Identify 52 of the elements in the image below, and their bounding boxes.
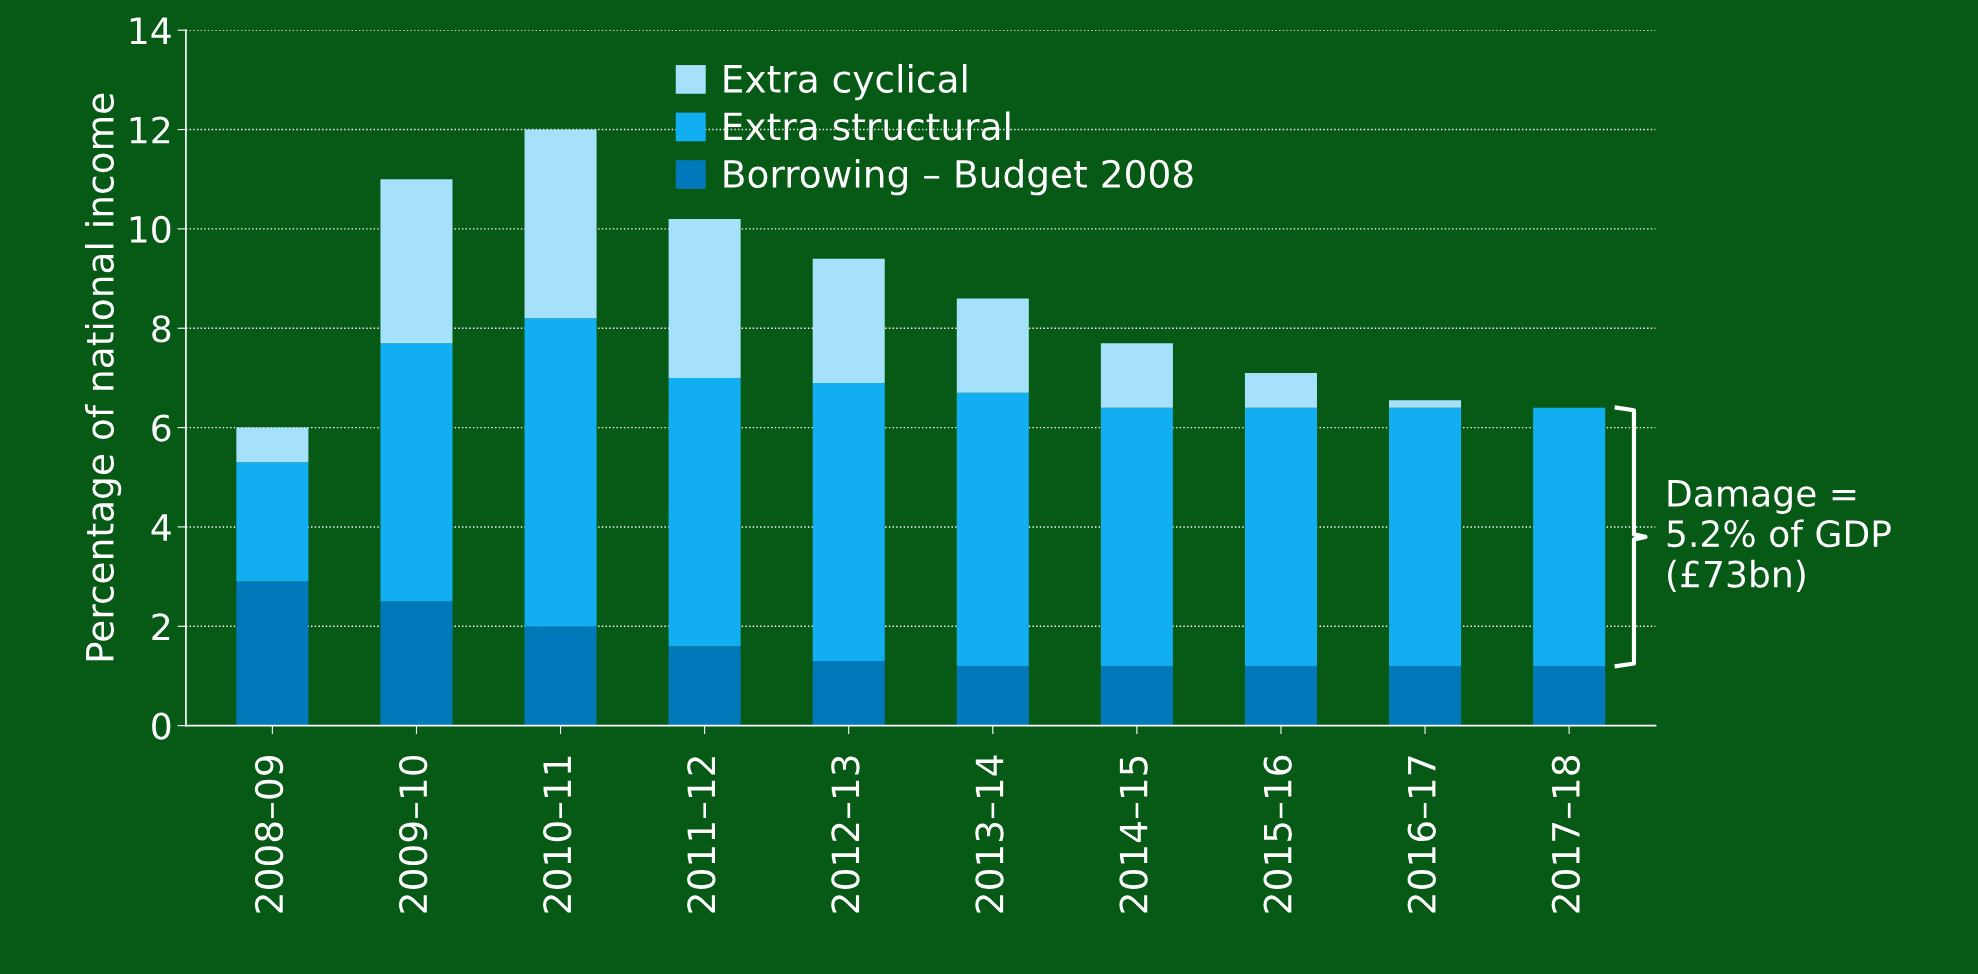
bar bbox=[1100, 407, 1173, 667]
bar bbox=[956, 666, 1029, 726]
bar bbox=[524, 318, 597, 627]
bar bbox=[524, 626, 597, 726]
x-tick-label: 2014–15 bbox=[1119, 756, 1148, 913]
bar bbox=[1389, 666, 1462, 726]
x-tick-label: 2008–09 bbox=[254, 756, 284, 913]
bar bbox=[812, 661, 885, 726]
x-tick-label: 2011–12 bbox=[687, 757, 716, 913]
y-tick-label: 12 bbox=[130, 116, 170, 144]
bar bbox=[1244, 407, 1317, 667]
bar bbox=[1100, 666, 1173, 726]
bar bbox=[812, 258, 885, 383]
bar bbox=[1533, 666, 1606, 726]
x-tick-label: 2012–13 bbox=[831, 756, 860, 913]
bar bbox=[1389, 407, 1462, 667]
y-tick-label: 2 bbox=[152, 613, 170, 640]
bar bbox=[380, 179, 453, 344]
y-tick-label: 14 bbox=[130, 17, 171, 44]
bar bbox=[1244, 372, 1317, 408]
y-tick-label: 6 bbox=[152, 414, 171, 442]
x-tick-label: 2016–17 bbox=[1407, 756, 1436, 913]
y-tick-label: 0 bbox=[152, 712, 171, 740]
text: Damage = 5.2% of GDP (£73bn) bbox=[1667, 480, 1891, 593]
bar bbox=[524, 129, 597, 319]
legend-label: Extra structural bbox=[724, 111, 1010, 141]
legend-label: Borrowing – Budget 2008 bbox=[724, 159, 1193, 196]
x-tick-label: 2009–10 bbox=[398, 755, 428, 913]
y-tick-label: 10 bbox=[130, 215, 171, 244]
bar bbox=[1389, 400, 1462, 408]
bar bbox=[380, 601, 453, 726]
bar bbox=[236, 462, 309, 582]
bar bbox=[1533, 407, 1606, 667]
bar bbox=[236, 427, 309, 463]
bar bbox=[668, 218, 741, 378]
x-tick-label: 2017–18 bbox=[1551, 755, 1581, 913]
y-axis-title: Percentage of national income bbox=[84, 93, 122, 661]
bar bbox=[380, 343, 453, 602]
x-tick-label: 2013–14 bbox=[975, 755, 1004, 913]
x-tick-label: 2015–16 bbox=[1263, 755, 1292, 913]
bar bbox=[1100, 343, 1173, 408]
bar bbox=[956, 298, 1029, 393]
y-tick-label: 4 bbox=[151, 514, 171, 541]
bar bbox=[812, 382, 885, 662]
bar bbox=[668, 377, 741, 647]
bar bbox=[668, 646, 741, 726]
bar bbox=[1244, 666, 1317, 726]
y-tick-label: 8 bbox=[152, 315, 171, 343]
legend-label: Extra cyclical bbox=[724, 63, 967, 101]
x-tick-label: 2010–11 bbox=[543, 756, 572, 913]
bar bbox=[956, 392, 1029, 667]
bar bbox=[236, 581, 309, 726]
